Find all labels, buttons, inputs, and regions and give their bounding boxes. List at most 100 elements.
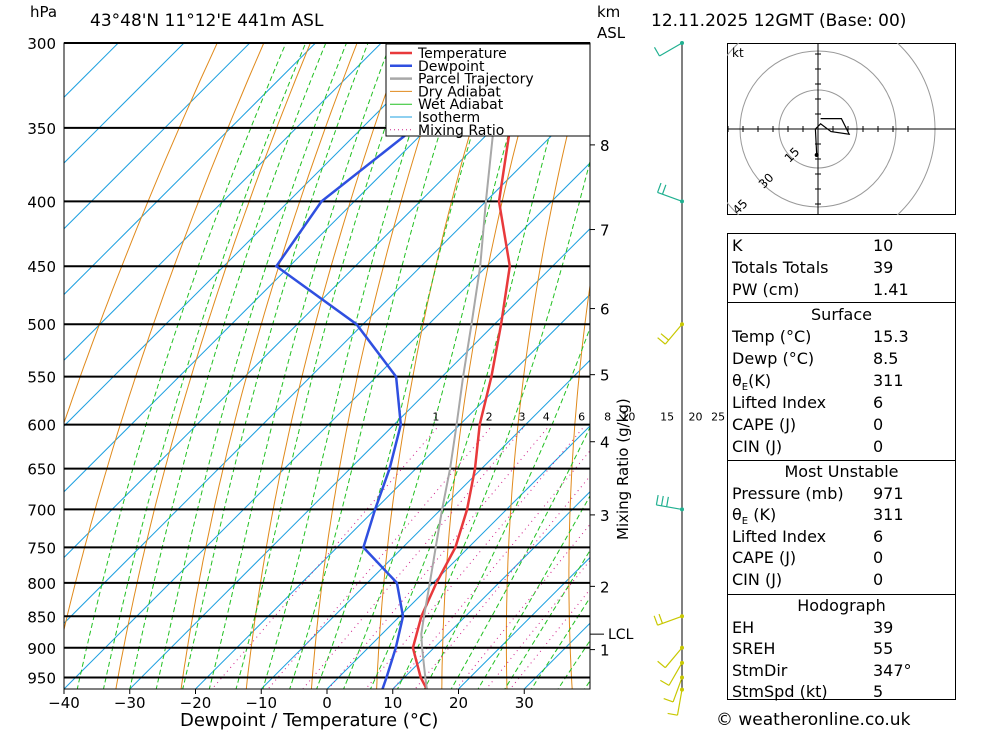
wet-adiabat <box>208 43 392 689</box>
wind-barb-flag <box>663 697 674 703</box>
x-tick-label: −20 <box>180 694 212 712</box>
mixing-ratio-label: 4 <box>543 411 550 424</box>
legend-label: Dry Adiabat <box>418 84 501 100</box>
wind-profile <box>653 41 684 716</box>
mu-cin-label: CIN (J) <box>732 570 783 589</box>
parcel-trajectory-line <box>420 43 508 689</box>
x-tick-label: −40 <box>48 694 80 712</box>
pressure-tick-label: 950 <box>27 670 56 688</box>
surface-li-value: 6 <box>873 393 884 412</box>
dry-adiabat <box>245 43 405 689</box>
stmdir-value: 347° <box>873 661 912 680</box>
wind-barb <box>657 191 683 202</box>
mu-theta-symbol: θ <box>732 505 742 524</box>
km-tick-label: 7 <box>600 222 610 240</box>
station-location: 43°48'N 11°12'E 441m ASL <box>90 11 324 31</box>
pressure-tick-label: 750 <box>27 539 56 557</box>
wind-barb <box>668 662 683 686</box>
mu-li-value: 6 <box>873 527 884 546</box>
dry-adiabat <box>64 43 218 425</box>
wind-barb <box>657 615 683 626</box>
storm-motion-marker <box>814 153 819 157</box>
wind-level-dot <box>680 507 684 512</box>
wet-adiabat <box>530 596 590 689</box>
pw-value: 1.41 <box>873 280 909 299</box>
pressure-tick-label: 300 <box>27 35 56 53</box>
eh-value: 39 <box>873 618 894 637</box>
wet-adiabat <box>129 43 327 689</box>
theta-symbol: θ <box>732 371 742 390</box>
mu-cape-value: 0 <box>873 548 884 567</box>
wet-adiabat <box>450 426 590 689</box>
km-tick-label: 1 <box>600 642 610 660</box>
hodograph-title: Hodograph <box>797 596 886 615</box>
km-tick-label: 3 <box>600 507 610 525</box>
isotherm-line <box>458 556 590 689</box>
hodograph-unit: kt <box>732 46 744 60</box>
isotherm-line <box>64 96 590 624</box>
legend-label: Parcel Trajectory <box>418 72 534 88</box>
isotherm-line <box>129 228 590 689</box>
credit: © weatheronline.co.uk <box>716 710 911 730</box>
totals-value: 39 <box>873 258 894 277</box>
wet-adiabat <box>369 43 576 689</box>
hodograph-trace <box>814 117 851 156</box>
wet-adiabat <box>316 43 501 689</box>
wind-barb-flag <box>660 679 670 686</box>
mixing-ratio-label: 3 <box>519 411 526 424</box>
pressure-tick-label: 550 <box>27 369 56 387</box>
dry-adiabat <box>958 43 1000 706</box>
dry-adiabat <box>505 43 590 689</box>
pressure-tick-label: 900 <box>27 640 56 658</box>
wind-barb <box>676 689 683 716</box>
mixing-ratio-labels: 1 2 3 4 6 8 10 15 20 25 <box>432 411 725 424</box>
isotherm-line <box>64 43 448 427</box>
wet-adiabat <box>76 43 287 689</box>
mu-theta-value: 311 <box>873 505 904 524</box>
wind-barb <box>672 677 683 703</box>
wet-adiabat <box>289 43 469 689</box>
asl-label: ASL <box>597 24 626 42</box>
pressure-tick-label: 600 <box>27 417 56 435</box>
mixing-ratio-label: 20 <box>689 411 703 424</box>
dewpoint-line <box>274 43 422 689</box>
pressure-tick-label: 700 <box>27 501 56 519</box>
surface-temp-label: Temp (°C) <box>732 327 812 346</box>
wind-barb-flag <box>667 712 678 716</box>
wet-adiabat <box>343 43 536 689</box>
x-tick-label: 20 <box>449 694 468 712</box>
x-axis-title: Dewpoint / Temperature (°C) <box>180 710 438 731</box>
x-tick-label: 10 <box>383 694 402 712</box>
pressure-tick-label: 350 <box>27 120 56 138</box>
isotherm-line <box>64 43 251 230</box>
mu-theta-unit: (K) <box>748 505 777 524</box>
km-tick-label: 4 <box>600 434 610 452</box>
plot-frame <box>63 42 591 690</box>
mixing-ratio-label: 2 <box>486 411 493 424</box>
legend-label: Temperature <box>417 46 507 62</box>
mu-li-label: Lifted Index <box>732 527 827 546</box>
wind-barb-flag <box>653 47 661 57</box>
mu-theta-sub: E <box>741 516 749 528</box>
wind-barb <box>656 504 683 511</box>
wind-barb-flag <box>660 495 664 506</box>
indices-panel: K 10 Totals Totals 39 PW (cm) 1.41 Surface … <box>727 233 956 701</box>
dry-adiabat <box>688 43 730 706</box>
most-unstable-title: Most Unstable <box>784 462 899 481</box>
mu-cin-value: 0 <box>873 570 884 589</box>
wet-adiabat <box>262 43 441 689</box>
k-index-label: K <box>732 236 743 255</box>
pressure-tick-label: 650 <box>27 461 56 479</box>
legend-label: Isotherm <box>418 110 480 126</box>
pressure-tick-label: 850 <box>27 608 56 626</box>
totals-label: Totals Totals <box>732 258 829 277</box>
sreh-value: 55 <box>873 639 894 658</box>
isotherm-line <box>326 425 590 689</box>
surface-temp-value: 15.3 <box>873 327 909 346</box>
eh-label: EH <box>732 618 755 637</box>
surface-cape-value: 0 <box>873 415 884 434</box>
wind-level-dot <box>680 687 684 692</box>
dry-adiabat <box>180 43 358 689</box>
wind-barb-flag <box>657 337 666 345</box>
mu-pressure-label: Pressure (mb) <box>732 484 844 503</box>
